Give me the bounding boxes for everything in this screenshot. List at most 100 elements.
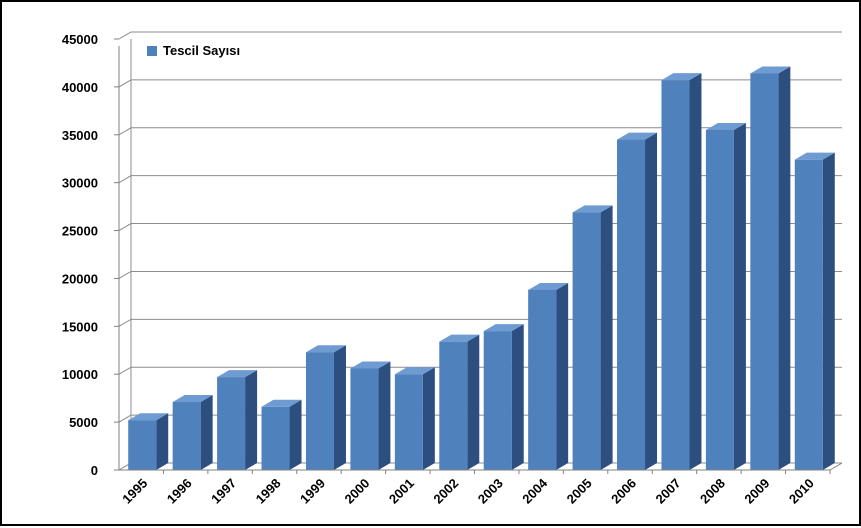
bar-side (645, 132, 658, 471)
y-tick-label: 35000 (62, 128, 98, 143)
bar-front (172, 401, 201, 470)
bar-2009 (750, 66, 791, 470)
bar-2005 (572, 205, 613, 470)
bar-2007 (661, 73, 702, 470)
bar-top (617, 132, 658, 140)
bar-top (483, 324, 524, 332)
y-tick-label: 10000 (62, 367, 98, 382)
bar-front (483, 331, 512, 470)
bar-1998 (261, 399, 302, 470)
bar-top (750, 66, 791, 74)
y-tick-label: 5000 (69, 415, 98, 430)
bar-side (422, 367, 435, 470)
bar-front (305, 352, 334, 470)
bar-top (661, 73, 702, 81)
bar-top (528, 282, 569, 290)
bar-front (261, 406, 290, 470)
bar-1999 (305, 345, 346, 470)
bar-front (661, 80, 690, 470)
bar-top (172, 394, 213, 402)
bar-1995 (128, 413, 169, 470)
x-tick-label: 2000 (341, 476, 372, 507)
legend-label: Tescil Sayısı (163, 43, 240, 58)
x-tick-label: 2010 (786, 476, 817, 507)
x-tick-label: 1996 (164, 476, 195, 507)
y-tick-label: 30000 (62, 176, 98, 191)
bar-front (439, 341, 468, 470)
gridline (118, 31, 842, 40)
legend: Tescil Sayısı (147, 43, 240, 58)
bar-side (778, 66, 791, 470)
bar-front (705, 129, 734, 470)
bar-side (556, 282, 569, 470)
y-tick-label: 0 (91, 463, 98, 478)
bar-side (511, 324, 524, 470)
x-tick-label: 2009 (741, 476, 772, 507)
bar-side (156, 413, 169, 470)
bar-top (572, 205, 613, 213)
bar-front (128, 420, 157, 470)
bar-front (350, 368, 379, 470)
bar-top (128, 413, 169, 421)
x-tick-label: 1999 (297, 476, 328, 507)
x-tick-label: 1998 (253, 476, 284, 507)
bar-1996 (172, 394, 213, 470)
y-axis: 0 5000 10000 15000 20000 25000 30000 35000 40000… (62, 32, 132, 478)
y-tick-label: 15000 (62, 319, 98, 334)
x-tick-label: 2002 (430, 476, 461, 507)
bar-side (289, 399, 302, 470)
bar-side (689, 73, 702, 470)
bar-top (394, 367, 435, 375)
bar-top (261, 399, 302, 407)
x-tick-label: 2003 (475, 476, 506, 507)
bar-top (217, 370, 258, 378)
bar-front (617, 139, 646, 471)
gridline (118, 79, 842, 88)
bar-side (333, 345, 346, 470)
bar-front (794, 159, 823, 470)
bar-2001 (394, 367, 435, 470)
bar-top (350, 361, 391, 369)
y-tick-label: 25000 (62, 224, 98, 239)
bar-front (394, 374, 423, 470)
bar-side (378, 361, 391, 470)
x-tick-label: 1995 (119, 476, 150, 507)
bar-side (467, 334, 480, 470)
x-tick-label: 2005 (564, 476, 595, 507)
x-tick-label: 2004 (519, 475, 551, 507)
y-tick-label: 20000 (62, 271, 98, 286)
x-tick-label: 2008 (697, 476, 728, 507)
bar-front (217, 377, 246, 470)
bars-layer (128, 66, 835, 471)
bar-2004 (528, 282, 569, 470)
bar-2008 (705, 122, 746, 470)
x-axis: 1995 1996 1997 1998 1999 2000 2001 2002 2003 2004… (119, 462, 843, 507)
legend-swatch (147, 46, 157, 56)
x-tick-label: 2006 (608, 476, 639, 507)
bar-front (528, 289, 557, 470)
bar-2006 (617, 132, 658, 471)
bar-side (822, 152, 835, 470)
bar-2010 (794, 152, 835, 470)
bar-side (600, 205, 613, 470)
bar-top (794, 152, 835, 160)
x-tick-label: 2007 (653, 476, 684, 507)
bar-side (733, 122, 746, 470)
x-tick-label: 2001 (386, 476, 417, 507)
bar-2000 (350, 361, 391, 470)
bar-front (750, 73, 779, 470)
bar-side (200, 394, 213, 470)
bar-side (245, 370, 258, 470)
bar-2002 (439, 334, 480, 470)
y-tick-label: 45000 (62, 32, 98, 47)
bar-1997 (217, 370, 258, 470)
y-tick-label: 40000 (62, 80, 98, 95)
bar-top (305, 345, 346, 353)
bar-top (705, 122, 746, 130)
bar-top (439, 334, 480, 342)
bar-front (572, 212, 601, 470)
x-tick-label: 1997 (208, 476, 239, 507)
bar-2003 (483, 324, 524, 470)
